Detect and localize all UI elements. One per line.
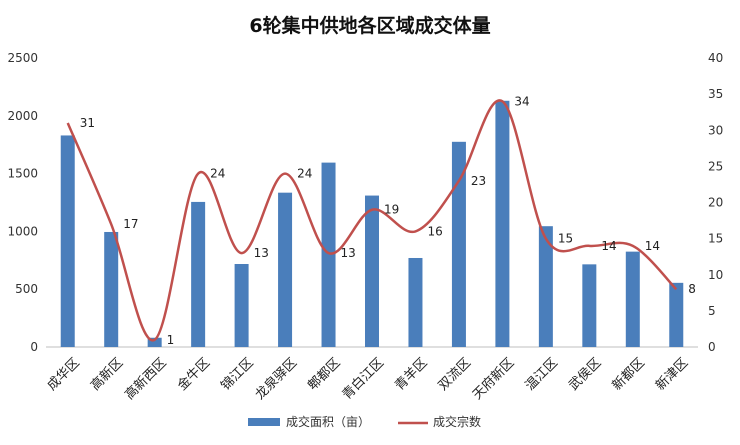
x-tick-label: 高新区 bbox=[87, 355, 126, 394]
bar bbox=[451, 141, 466, 347]
x-tick-label: 青羊区 bbox=[392, 355, 431, 394]
x-tick-label: 天府新区 bbox=[469, 355, 517, 403]
x-tick-label: 青白江区 bbox=[339, 355, 387, 403]
x-tick-label: 龙泉驿区 bbox=[252, 355, 300, 403]
y-right-tick-label: 5 bbox=[708, 304, 716, 318]
y-left-tick-label: 1500 bbox=[7, 167, 38, 181]
bar bbox=[321, 162, 336, 347]
line-data-label: 31 bbox=[80, 116, 95, 130]
y-right-tick-label: 25 bbox=[708, 159, 723, 173]
x-tick-label: 新津区 bbox=[652, 355, 691, 394]
y-left-tick-label: 2500 bbox=[7, 51, 38, 65]
y-left-tick-label: 1000 bbox=[7, 224, 38, 238]
x-tick-label: 锦江区 bbox=[218, 355, 256, 393]
line-data-label: 19 bbox=[384, 203, 399, 217]
bar bbox=[234, 263, 249, 347]
y-left-tick-label: 0 bbox=[30, 340, 38, 354]
line-data-label: 13 bbox=[254, 246, 269, 260]
x-tick-label: 高新西区 bbox=[122, 355, 170, 403]
line-data-label: 1 bbox=[167, 333, 175, 347]
y-right-tick-label: 0 bbox=[708, 340, 716, 354]
line-data-label: 24 bbox=[210, 167, 225, 181]
x-tick-label: 双流区 bbox=[436, 355, 474, 393]
bar bbox=[60, 135, 75, 347]
bar bbox=[365, 195, 379, 347]
x-tick-label: 新都区 bbox=[609, 355, 648, 394]
bar bbox=[408, 257, 423, 347]
bar bbox=[147, 337, 162, 347]
y-right-tick-label: 35 bbox=[708, 87, 723, 101]
line-data-label: 24 bbox=[297, 167, 312, 181]
bar bbox=[582, 264, 597, 347]
line-data-label: 17 bbox=[123, 217, 138, 231]
x-tick-label: 成华区 bbox=[45, 355, 83, 393]
line-data-label: 23 bbox=[471, 174, 486, 188]
y-right-tick-label: 20 bbox=[708, 196, 723, 210]
y-left-tick-label: 500 bbox=[15, 282, 38, 296]
x-tick-label: 金牛区 bbox=[174, 355, 213, 394]
bar bbox=[495, 100, 510, 347]
y-right-tick-label: 30 bbox=[708, 123, 723, 137]
chart-title: 6轮集中供地各区域成交体量 bbox=[249, 14, 490, 37]
bar bbox=[278, 192, 293, 347]
x-tick-label: 郫都区 bbox=[305, 355, 344, 394]
bar bbox=[669, 282, 684, 347]
line-data-label: 14 bbox=[645, 239, 660, 253]
y-right-tick-label: 15 bbox=[708, 232, 723, 246]
x-tick-label: 武侯区 bbox=[566, 355, 604, 393]
line-data-label: 13 bbox=[341, 246, 356, 260]
legend-bar-label: 成交面积（亩） bbox=[286, 414, 370, 429]
line-data-label: 14 bbox=[601, 239, 616, 253]
bar-series bbox=[60, 100, 684, 347]
line-data-label: 16 bbox=[427, 224, 442, 238]
line-data-label: 15 bbox=[558, 232, 573, 246]
y-right-tick-label: 10 bbox=[708, 268, 723, 282]
line-data-label: 8 bbox=[688, 282, 696, 296]
bar bbox=[104, 231, 119, 347]
bar bbox=[538, 226, 553, 347]
line-data-label: 34 bbox=[514, 94, 529, 108]
line-series: 31 17 1 24 13 24 13 19 16 23 34 15 14 14 8 bbox=[66, 94, 696, 347]
legend-bar-swatch bbox=[248, 418, 280, 426]
y-right-tick-label: 40 bbox=[708, 51, 723, 65]
bar bbox=[191, 201, 206, 347]
line-path bbox=[66, 99, 678, 342]
legend: 成交面积（亩） 成交宗数 bbox=[248, 414, 481, 429]
legend-line-label: 成交宗数 bbox=[433, 414, 481, 429]
y-left-tick-label: 2000 bbox=[7, 109, 38, 123]
bar bbox=[625, 251, 640, 347]
x-tick-label: 温江区 bbox=[523, 355, 561, 393]
